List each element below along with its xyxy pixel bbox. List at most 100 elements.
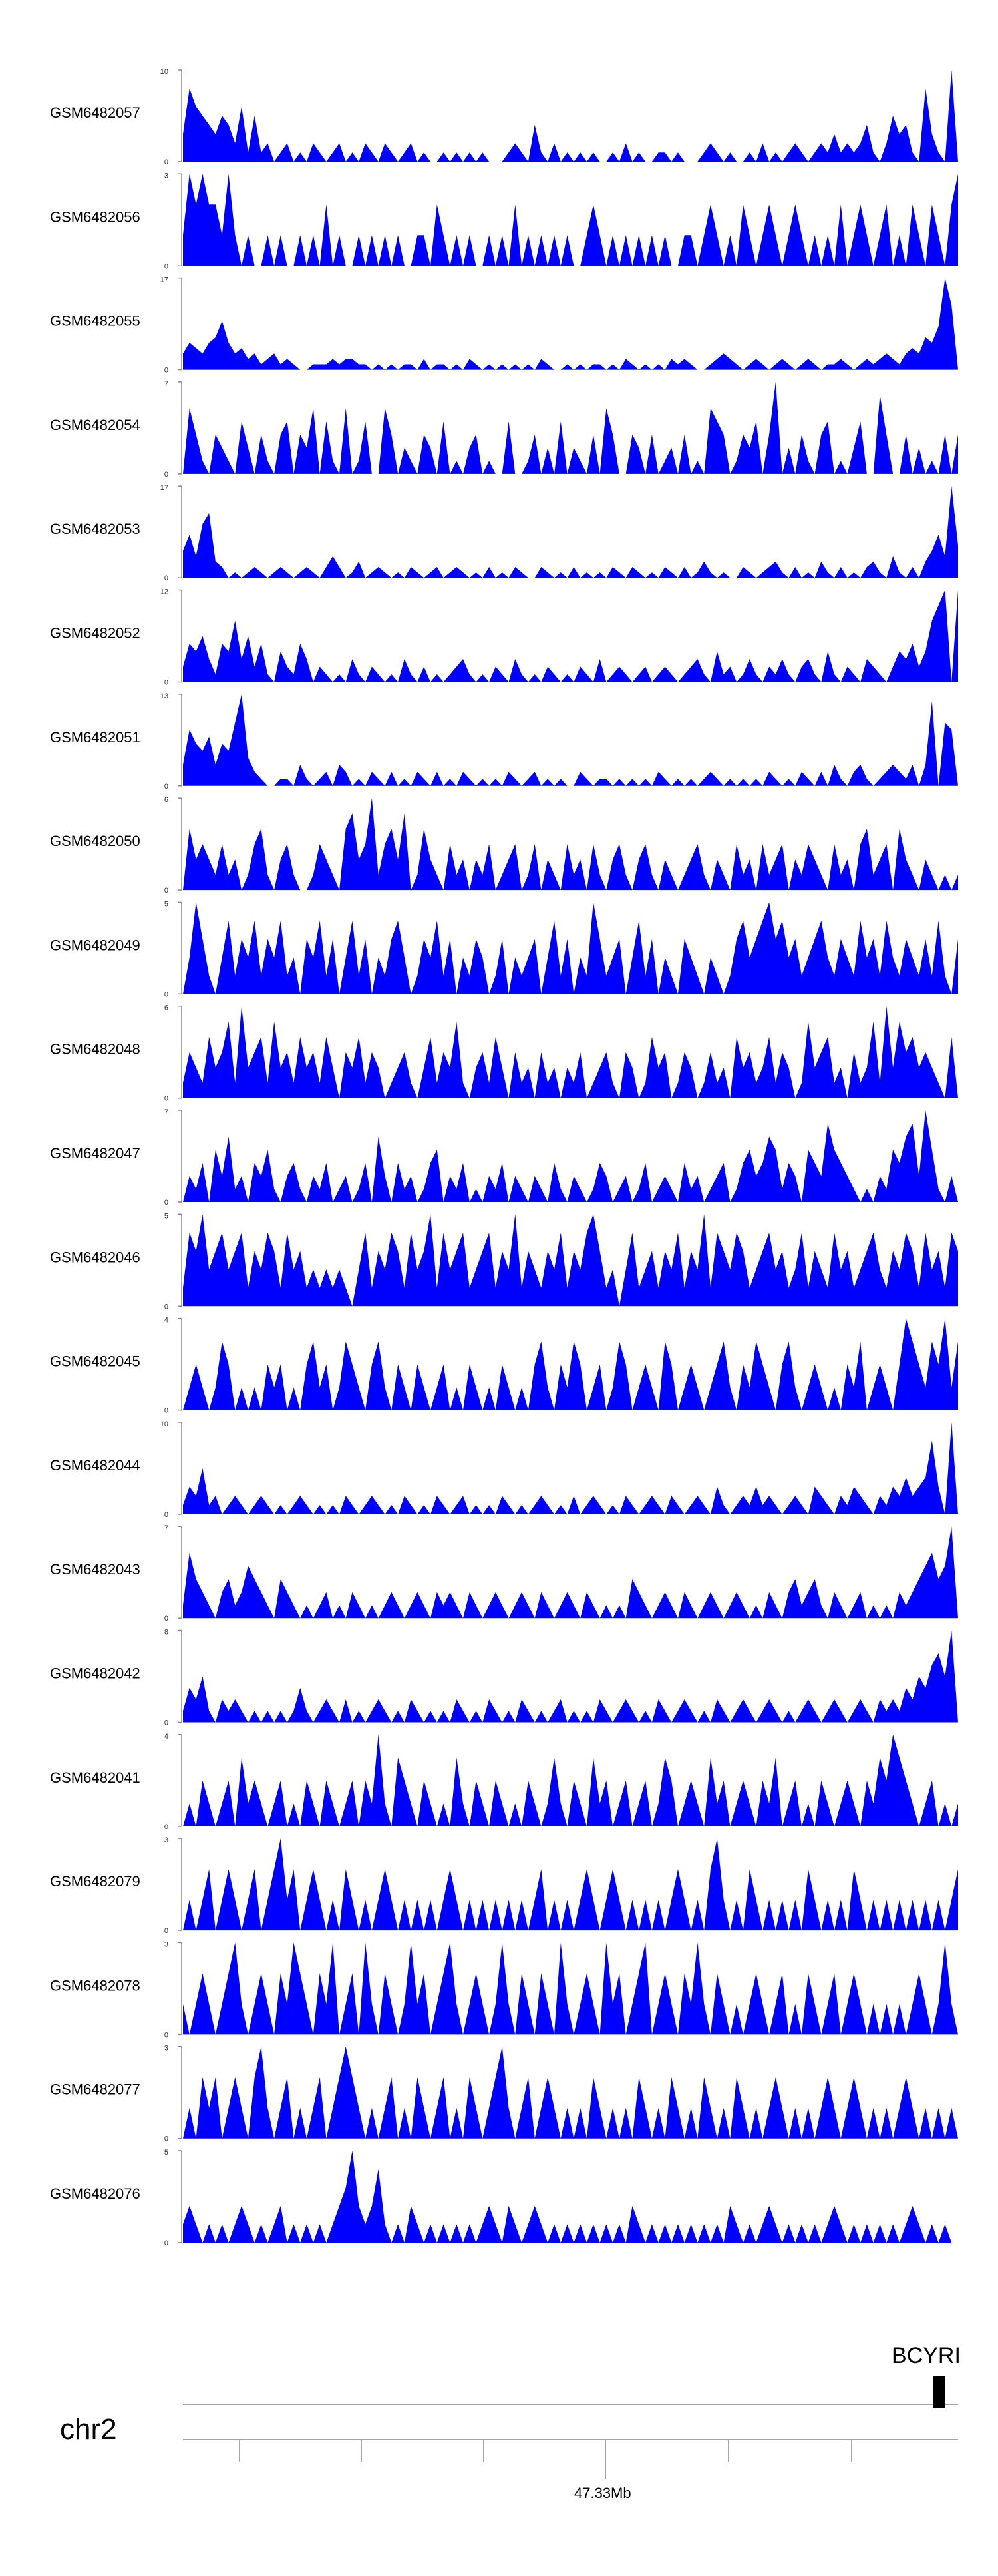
track-ymax-label: 17	[160, 484, 168, 492]
track-ymax-label: 3	[164, 1940, 168, 1948]
track-GSM6482051: 13 0 GSM6482051	[50, 692, 958, 791]
gene-feature	[933, 2376, 945, 2408]
chromosome-label: chr2	[60, 2413, 117, 2446]
coverage-area	[183, 1630, 958, 1723]
coverage-area	[183, 902, 958, 994]
track-ymin-label: 0	[164, 2135, 168, 2143]
track-GSM6482048: 6 0 GSM6482048	[50, 1004, 958, 1103]
track-GSM6482076: 5 0 GSM6482076	[50, 2149, 958, 2247]
track-ymin-label: 0	[164, 1823, 168, 1831]
coverage-area	[183, 278, 958, 370]
track-ymax-label: 5	[164, 1212, 168, 1220]
coverage-area	[183, 174, 958, 266]
track-ymin-label: 0	[164, 1927, 168, 1935]
track-name: GSM6482051	[50, 729, 140, 746]
track-name: GSM6482050	[50, 833, 140, 849]
genome-axis	[183, 2404, 958, 2479]
track-ymax-label: 7	[164, 1524, 168, 1532]
coverage-area	[183, 1838, 958, 1931]
track-ymax-label: 17	[160, 276, 168, 284]
coverage-area	[183, 2046, 958, 2139]
coverage-area	[183, 2151, 958, 2243]
gene-label: BCYRI	[892, 2343, 961, 2368]
track-ymin-label: 0	[164, 367, 168, 375]
track-name: GSM6482049	[50, 937, 140, 953]
track-GSM6482056: 3 0 GSM6482056	[50, 172, 958, 270]
track-ymin-label: 0	[164, 574, 168, 582]
track-GSM6482044: 10 0 GSM6482044	[50, 1420, 958, 1519]
track-ymax-label: 6	[164, 1004, 168, 1012]
track-name: GSM6482056	[50, 208, 140, 225]
track-ymin-label: 0	[164, 783, 168, 791]
track-name: GSM6482046	[50, 1249, 140, 1265]
coverage-area	[183, 70, 958, 162]
track-ymax-label: 6	[164, 796, 168, 804]
coverage-area	[183, 1214, 958, 1307]
track-GSM6482041: 4 0 GSM6482041	[50, 1733, 958, 1831]
track-name: GSM6482042	[50, 1665, 140, 1682]
coverage-area	[183, 798, 958, 891]
position-label: 47.33Mb	[574, 2485, 631, 2501]
track-name: GSM6482079	[50, 1873, 140, 1890]
track-GSM6482042: 8 0 GSM6482042	[50, 1629, 958, 1727]
track-name: GSM6482044	[50, 1457, 140, 1474]
coverage-area	[183, 1734, 958, 1826]
coverage-area	[183, 694, 958, 786]
track-GSM6482078: 3 0 GSM6482078	[50, 1940, 958, 2039]
coverage-area	[183, 1942, 958, 2035]
track-ymin-label: 0	[164, 1511, 168, 1519]
track-ymax-label: 12	[160, 588, 168, 596]
track-name: GSM6482048	[50, 1041, 140, 1058]
track-name: GSM6482057	[50, 105, 140, 121]
track-GSM6482050: 6 0 GSM6482050	[50, 796, 958, 895]
coverage-area	[183, 486, 958, 578]
coverage-area	[183, 1318, 958, 1410]
track-name: GSM6482077	[50, 2081, 140, 2098]
track-ymax-label: 8	[164, 1629, 168, 1637]
track-GSM6482077: 3 0 GSM6482077	[50, 2045, 958, 2143]
track-GSM6482045: 4 0 GSM6482045	[50, 1317, 958, 1415]
track-ymin-label: 0	[164, 2031, 168, 2039]
track-GSM6482052: 12 0 GSM6482052	[50, 588, 958, 687]
track-ymax-label: 4	[164, 1733, 168, 1741]
track-ymax-label: 5	[164, 900, 168, 908]
track-ymax-label: 4	[164, 1317, 168, 1325]
track-ymin-label: 0	[164, 1615, 168, 1623]
track-GSM6482054: 7 0 GSM6482054	[50, 380, 958, 479]
track-name: GSM6482041	[50, 1769, 140, 1786]
track-ymax-label: 3	[164, 172, 168, 180]
track-name: GSM6482078	[50, 1977, 140, 1994]
track-GSM6482046: 5 0 GSM6482046	[50, 1212, 958, 1311]
track-GSM6482053: 17 0 GSM6482053	[50, 484, 958, 582]
track-ymin-label: 0	[164, 1303, 168, 1311]
track-name: GSM6482053	[50, 521, 140, 537]
track-GSM6482079: 3 0 GSM6482079	[50, 1836, 958, 1935]
track-ymin-label: 0	[164, 990, 168, 998]
track-name: GSM6482055	[50, 313, 140, 329]
coverage-area	[183, 1110, 958, 1202]
track-ymax-label: 13	[160, 692, 168, 700]
track-ymin-label: 0	[164, 887, 168, 895]
coverage-area	[183, 1526, 958, 1619]
track-ymax-label: 7	[164, 380, 168, 388]
track-ymin-label: 0	[164, 471, 168, 479]
track-ymin-label: 0	[164, 1095, 168, 1103]
coverage-area	[183, 1422, 958, 1514]
track-GSM6482055: 17 0 GSM6482055	[50, 276, 958, 375]
coverage-area	[183, 1006, 958, 1098]
coverage-area	[183, 590, 958, 682]
track-ymin-label: 0	[164, 262, 168, 270]
track-ymin-label: 0	[164, 1199, 168, 1207]
track-name: GSM6482043	[50, 1561, 140, 1578]
track-ymin-label: 0	[164, 2239, 168, 2247]
track-ymax-label: 10	[160, 1420, 168, 1428]
track-GSM6482043: 7 0 GSM6482043	[50, 1524, 958, 1623]
track-name: GSM6482045	[50, 1353, 140, 1370]
track-GSM6482049: 5 0 GSM6482049	[50, 900, 958, 998]
track-ymin-label: 0	[164, 158, 168, 166]
track-ymax-label: 7	[164, 1108, 168, 1116]
track-name: GSM6482054	[50, 417, 140, 433]
track-ymax-label: 5	[164, 2149, 168, 2157]
track-name: GSM6482047	[50, 1145, 140, 1162]
